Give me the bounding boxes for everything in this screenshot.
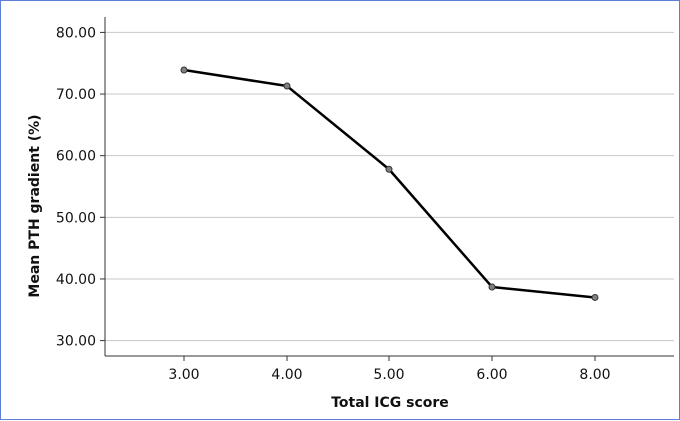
- series-line: [183, 68, 596, 299]
- data-point: [488, 283, 496, 291]
- y-axis-title: Mean PTH gradient (%): [27, 114, 43, 297]
- y-tick-label: 30.00: [56, 334, 96, 350]
- y-tick-label: 60.00: [56, 149, 96, 165]
- series-line-path: [183, 68, 596, 299]
- x-tick-label: 4.00: [271, 367, 302, 383]
- x-tick-label: 6.00: [476, 367, 507, 383]
- y-tick-label: 70.00: [56, 87, 96, 103]
- y-tick-label: 80.00: [56, 25, 96, 41]
- y-tick-labels: 30.00 40.00 50.00 60.00 70.00 80.00: [56, 25, 96, 349]
- x-tick-labels: 3.00 4.00 5.00 6.00 8.00: [168, 367, 610, 383]
- x-axis-title: Total ICG score: [331, 395, 449, 411]
- data-point: [180, 66, 188, 74]
- data-point: [385, 165, 393, 173]
- data-point: [283, 82, 291, 90]
- x-tick-label: 5.00: [373, 367, 404, 383]
- axes: [104, 17, 674, 361]
- gridlines: [100, 31, 674, 342]
- x-tick-label: 8.00: [579, 367, 610, 383]
- data-point: [591, 293, 599, 301]
- x-tick-label: 3.00: [168, 367, 199, 383]
- y-tick-label: 40.00: [56, 272, 96, 288]
- y-tick-label: 50.00: [56, 210, 96, 226]
- data-points: [180, 66, 599, 301]
